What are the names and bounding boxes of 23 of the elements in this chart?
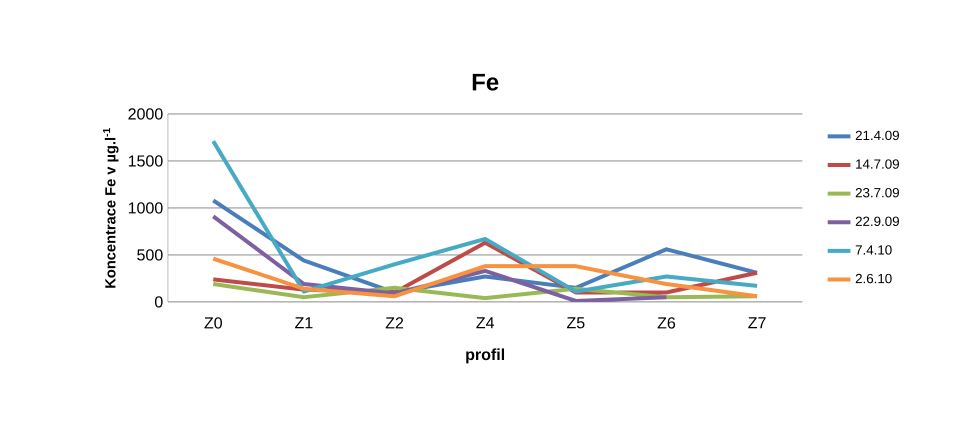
x-tick-label: Z1	[295, 317, 312, 328]
y-tick-label: 1000	[128, 202, 163, 214]
x-tick-label: Z4	[476, 317, 494, 328]
y-axis-title: Koncentrace Fe v µg.l$^{-1}$	[103, 128, 119, 288]
y-tick-label: 500	[137, 249, 163, 261]
legend-label: 21.4.09	[856, 130, 899, 140]
legend-label: 2.6.10	[856, 274, 892, 284]
legend-label: 14.7.09	[856, 159, 899, 169]
x-tick-label: Z7	[748, 317, 766, 328]
chart-title: Fe	[472, 74, 498, 91]
legend-label: 23.7.09	[856, 188, 899, 198]
line-series	[211, 256, 760, 298]
x-tick-label: Z5	[566, 317, 584, 328]
x-axis-title: profil	[466, 348, 504, 364]
y-tick-label: 2000	[128, 108, 163, 120]
x-tick-label: Z2	[386, 317, 404, 329]
y-tick-label: 0	[154, 296, 163, 308]
line-series	[211, 139, 760, 294]
x-tick-label: Z0	[204, 317, 222, 329]
y-tick-label: 1500	[128, 155, 163, 167]
legend-label: 7.4.10	[856, 245, 892, 255]
x-tick-label: Z6	[658, 317, 676, 329]
legend-label: 22.9.09	[856, 216, 899, 226]
